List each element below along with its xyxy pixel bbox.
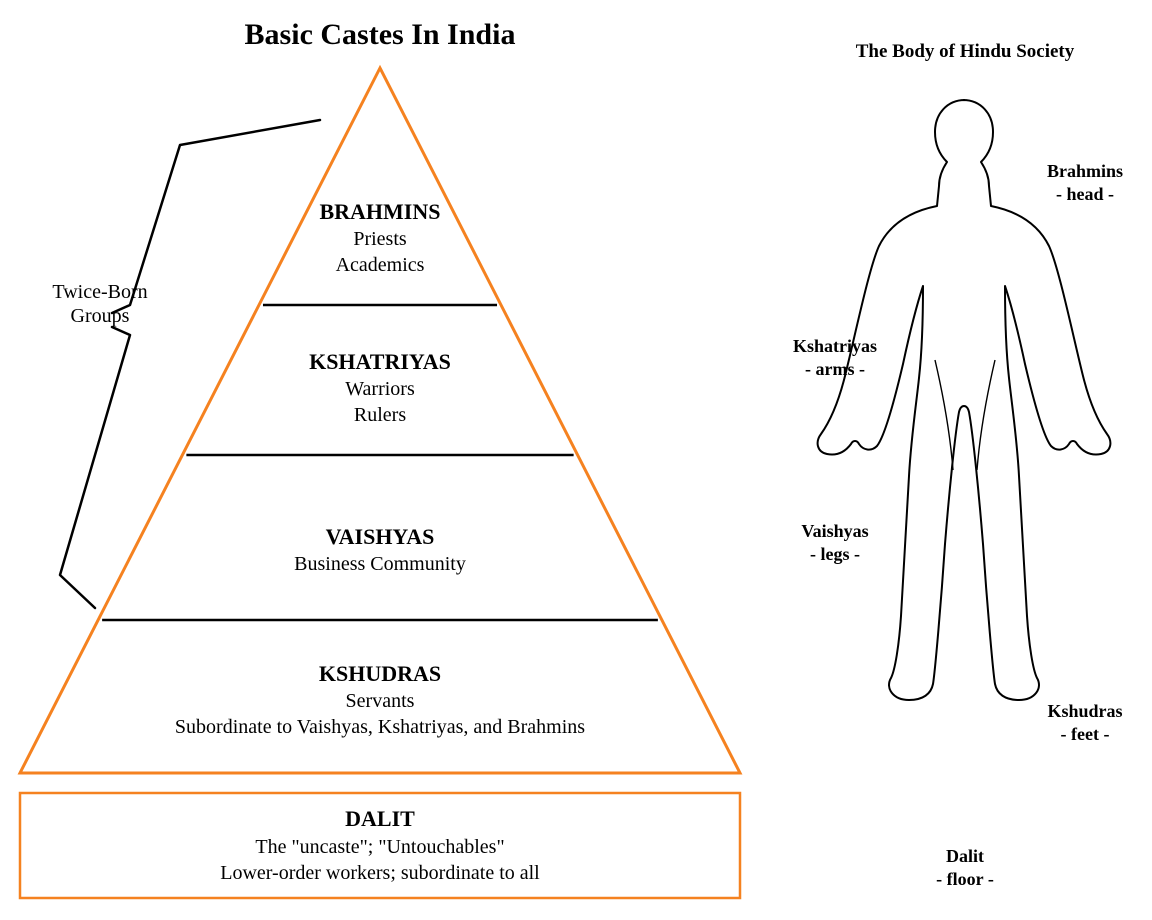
body-part-label: Vaishyas- legs - [755,520,915,565]
body-part-label: Dalit- floor - [885,845,1045,890]
body-part-name: Vaishyas [755,520,915,543]
tier-desc: Academics [80,252,680,278]
body-part-label: Kshatriyas- arms - [755,335,915,380]
tier-name: KSHATRIYAS [80,348,680,377]
tier-name: DALIT [20,805,740,834]
body-part-role: - arms - [755,358,915,381]
tier-name: VAISHYAS [80,523,680,552]
body-part-role: - floor - [885,868,1045,891]
body-part-name: Dalit [885,845,1045,868]
tier-desc: Warriors [80,376,680,402]
body-part-role: - head - [1005,183,1152,206]
tier-desc: Subordinate to Vaishyas, Kshatriyas, and… [80,714,680,740]
body-part-name: Brahmins [1005,160,1152,183]
tier-desc: The "uncaste"; "Untouchables" [20,834,740,860]
body-part-name: Kshatriyas [755,335,915,358]
dalit-box-label: DALITThe "uncaste"; "Untouchables"Lower-… [20,805,740,886]
tier-name: KSHUDRAS [80,660,680,689]
pyramid-tier: KSHATRIYASWarriorsRulers [80,348,680,429]
tier-name: BRAHMINS [80,198,680,227]
tier-desc: Lower-order workers; subordinate to all [20,860,740,886]
body-part-role: - legs - [755,543,915,566]
body-part-role: - feet - [1005,723,1152,746]
tier-desc: Rulers [80,402,680,428]
pyramid-tier: VAISHYASBusiness Community [80,523,680,578]
body-part-name: Kshudras [1005,700,1152,723]
pyramid-tier: KSHUDRASServantsSubordinate to Vaishyas,… [80,660,680,741]
tier-desc: Servants [80,688,680,714]
body-part-label: Brahmins- head - [1005,160,1152,205]
bracket-label: Twice-Born Groups [30,280,170,328]
tier-desc: Business Community [80,551,680,577]
main-title: Basic Castes In India [0,18,760,52]
body-part-label: Kshudras- feet - [1005,700,1152,745]
pyramid-tier: BRAHMINSPriestsAcademics [80,198,680,279]
body-diagram-title: The Body of Hindu Society [815,40,1115,64]
tier-desc: Priests [80,226,680,252]
diagram-svg [0,0,1152,920]
